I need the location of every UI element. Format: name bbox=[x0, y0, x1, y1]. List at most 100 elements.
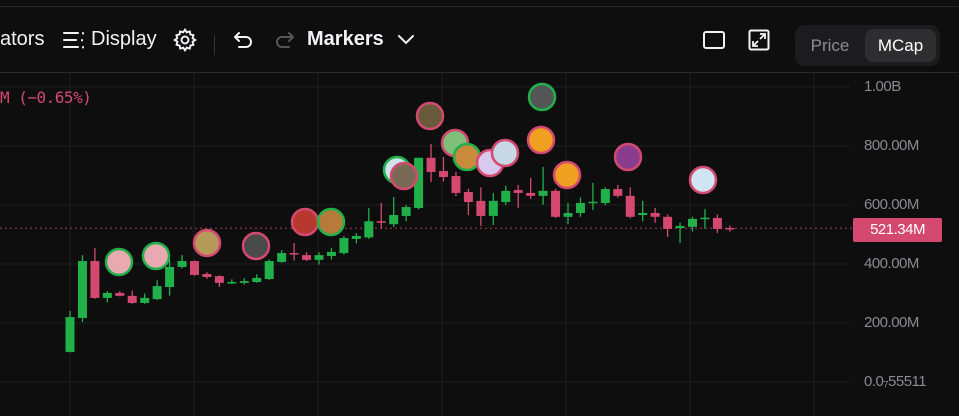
trade-marker-avatar bbox=[415, 101, 445, 131]
indicators-label: ators bbox=[0, 28, 45, 50]
candle-body bbox=[239, 281, 249, 283]
candle-body bbox=[526, 192, 536, 196]
candle-body bbox=[326, 251, 336, 257]
markers-dropdown[interactable]: Markers bbox=[307, 7, 416, 72]
trade-marker-avatar bbox=[552, 160, 582, 190]
candle-body bbox=[613, 189, 623, 196]
candle-body bbox=[488, 200, 498, 216]
candle-body bbox=[165, 266, 175, 288]
candle-body bbox=[688, 218, 697, 227]
display-label: Display bbox=[91, 28, 157, 50]
candle-body bbox=[302, 255, 312, 260]
candle-body bbox=[314, 255, 324, 260]
candle-body bbox=[551, 190, 561, 217]
candle-body bbox=[214, 276, 224, 283]
trade-marker-avatar bbox=[290, 207, 320, 237]
trade-marker-avatar bbox=[192, 228, 222, 258]
candle-body bbox=[177, 261, 187, 267]
candle-body bbox=[401, 207, 411, 216]
candle-body bbox=[638, 212, 648, 216]
trade-marker-avatar bbox=[527, 82, 557, 112]
display-button[interactable]: Display bbox=[62, 7, 157, 72]
candle-body bbox=[439, 171, 448, 177]
candle-body bbox=[501, 190, 511, 203]
y-tick-label: 0.0₇55511 bbox=[864, 373, 927, 390]
candle-body bbox=[65, 317, 75, 352]
settings-button[interactable] bbox=[172, 7, 198, 72]
trade-marker-avatar bbox=[389, 161, 419, 191]
undo-button[interactable] bbox=[232, 7, 256, 72]
y-tick-label: 600.00M bbox=[864, 196, 919, 213]
candle-body bbox=[700, 217, 710, 220]
gear-icon bbox=[172, 27, 197, 52]
chart-toolbar: ators Display Markers Price MCap bbox=[0, 7, 959, 73]
candle-body bbox=[588, 201, 598, 204]
fullscreen-icon bbox=[748, 29, 770, 50]
indicators-button[interactable]: ators bbox=[0, 7, 44, 72]
markers-label: Markers bbox=[307, 28, 384, 50]
candle-body bbox=[426, 157, 436, 172]
candle-body bbox=[712, 217, 722, 229]
candle-body bbox=[376, 221, 386, 223]
top-divider bbox=[0, 6, 959, 7]
candle-body bbox=[277, 253, 287, 262]
candle-body bbox=[538, 190, 548, 196]
y-tick-label: 800.00M bbox=[864, 137, 919, 154]
y-tick-label: 1.00B bbox=[864, 78, 901, 95]
y-tick-label: 200.00M bbox=[864, 314, 919, 331]
candle-body bbox=[414, 157, 424, 208]
display-list-icon bbox=[63, 31, 84, 48]
trade-marker-avatar bbox=[316, 207, 346, 237]
candle-body bbox=[140, 297, 150, 303]
candle-body bbox=[663, 216, 673, 229]
candle-body bbox=[463, 192, 473, 203]
redo-button[interactable] bbox=[272, 7, 296, 72]
candle-body bbox=[625, 195, 635, 217]
candle-body bbox=[513, 189, 523, 193]
trade-marker-avatar bbox=[526, 125, 556, 155]
candle-body bbox=[351, 235, 361, 239]
candlestick-chart[interactable] bbox=[0, 73, 959, 416]
candle-body bbox=[264, 261, 274, 280]
trade-marker-avatar bbox=[241, 231, 271, 261]
trade-marker-avatar bbox=[613, 142, 643, 172]
candle-body bbox=[563, 212, 573, 217]
square-layout-icon bbox=[703, 30, 725, 49]
redo-icon bbox=[276, 31, 294, 48]
toolbar-separator bbox=[214, 35, 215, 55]
candle-body bbox=[77, 261, 87, 318]
trade-marker-avatar bbox=[141, 241, 171, 271]
y-tick-label: 400.00M bbox=[864, 255, 919, 272]
candle-body bbox=[600, 189, 610, 203]
candle-body bbox=[127, 295, 137, 303]
layout-button[interactable] bbox=[702, 7, 726, 72]
trade-marker-avatar bbox=[688, 165, 718, 195]
legend-change: M (−0.65%) bbox=[0, 88, 92, 107]
mcap-toggle-button[interactable]: MCap bbox=[865, 29, 936, 62]
candle-body bbox=[90, 261, 100, 298]
candle-body bbox=[364, 221, 374, 238]
candle-body bbox=[675, 225, 685, 229]
candle-body bbox=[650, 212, 660, 217]
chevron-down-icon bbox=[397, 34, 414, 44]
candle-body bbox=[389, 215, 399, 225]
candle-body bbox=[115, 292, 125, 296]
candle-body bbox=[202, 274, 212, 277]
fullscreen-button[interactable] bbox=[748, 7, 770, 72]
candle-body bbox=[227, 281, 237, 284]
candle-body bbox=[476, 200, 486, 216]
candle-body bbox=[252, 277, 262, 282]
candle-body bbox=[725, 228, 735, 230]
trade-marker-avatar bbox=[490, 138, 520, 168]
trade-marker-avatar bbox=[104, 247, 134, 277]
candle-body bbox=[102, 292, 112, 298]
candle-body bbox=[190, 261, 199, 275]
price-toggle-button[interactable]: Price bbox=[810, 36, 850, 55]
current-price-tag: 521.34M bbox=[853, 218, 942, 242]
candle-body bbox=[152, 286, 162, 300]
candle-body bbox=[451, 176, 461, 193]
candle-body bbox=[575, 202, 585, 213]
candle-body bbox=[289, 253, 299, 255]
price-mcap-toggle: Price MCap bbox=[795, 25, 940, 66]
candle-body bbox=[339, 238, 349, 254]
